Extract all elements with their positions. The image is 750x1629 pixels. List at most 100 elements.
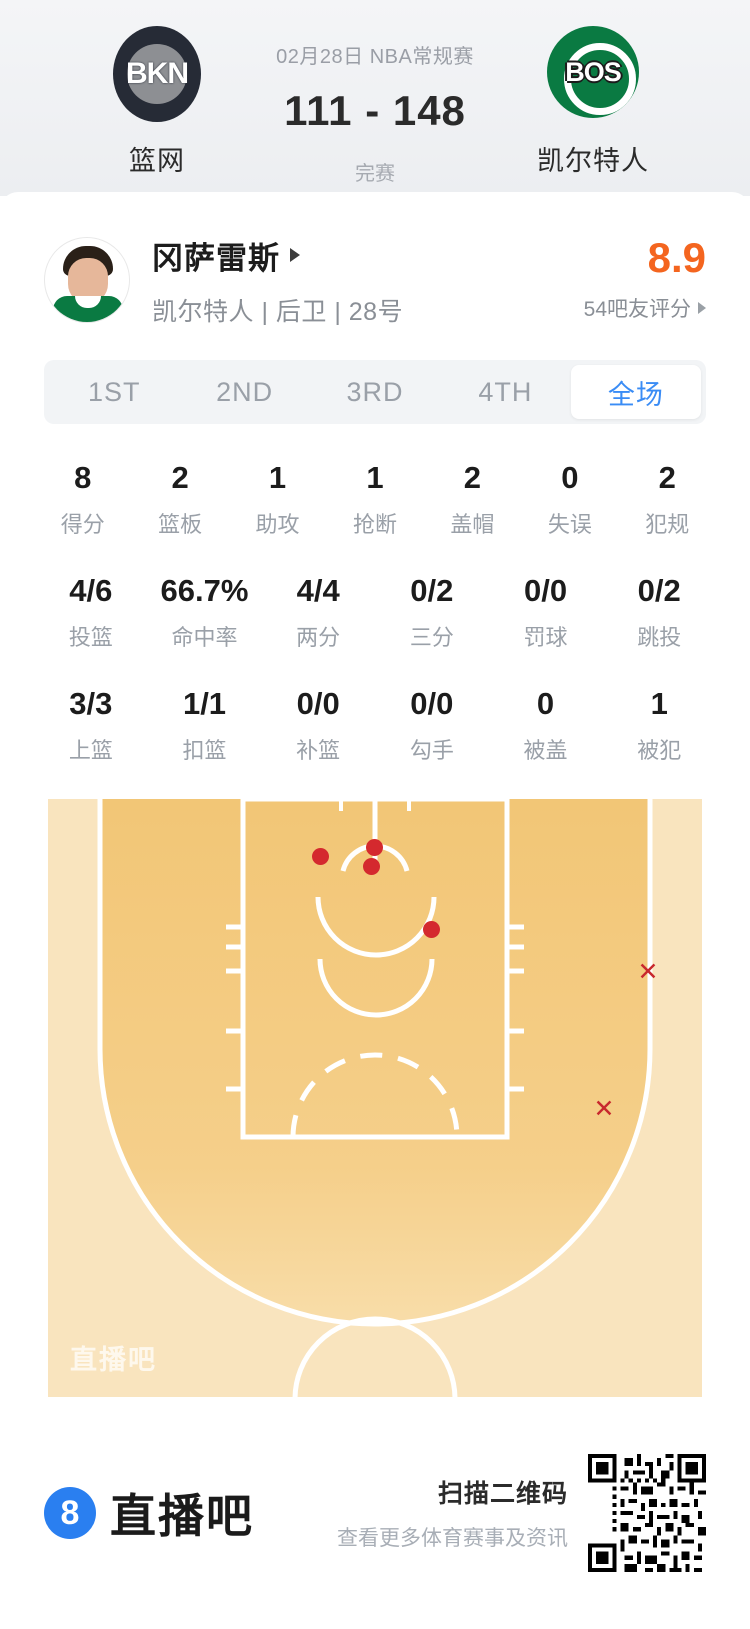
player-text: 冈萨雷斯 凯尔特人 | 后卫 | 28号 — [152, 233, 584, 328]
stat-rebounds: 2 篮板 — [131, 460, 228, 539]
qr-group[interactable]: 扫描二维码 查看更多体育赛事及资讯 — [337, 1454, 706, 1572]
stat-value: 0/0 — [410, 686, 454, 721]
stat-label: 盖帽 — [450, 512, 495, 537]
final-score: 111 - 148 — [284, 87, 466, 134]
avatar-jersey — [53, 296, 123, 322]
stat-layup: 3/3 上篮 — [34, 686, 148, 765]
stat-label: 上篮 — [68, 738, 113, 763]
stat-fgpct: 66.7% 命中率 — [148, 573, 262, 652]
stat-value: 2 — [171, 460, 189, 495]
stat-label: 抢断 — [352, 512, 397, 537]
stat-blocks: 2 盖帽 — [424, 460, 521, 539]
shot-marker-made[interactable] — [312, 848, 329, 865]
stat-assists: 1 助攻 — [229, 460, 326, 539]
stat-label: 篮板 — [158, 512, 203, 537]
tab-3rd[interactable]: 3RD — [346, 376, 404, 407]
home-team-name: 凯尔特人 — [537, 146, 649, 176]
stat-value: 2 — [658, 460, 676, 495]
stat-row-shooting: 4/6 投篮 66.7% 命中率 4/4 两分 0/2 三分 0/0 罚球 — [34, 573, 716, 652]
player-header[interactable]: 冈萨雷斯 凯尔特人 | 后卫 | 28号 8.9 54吧友评分 — [0, 192, 750, 332]
tab-4th[interactable]: 4TH — [478, 376, 533, 407]
home-team[interactable]: BOS 凯尔特人 — [498, 26, 688, 178]
stat-value: 0/0 — [523, 573, 568, 608]
stat-dunk: 1/1 扣篮 — [148, 686, 262, 765]
stat-value: 0/2 — [410, 573, 454, 608]
stat-value: 0 — [561, 460, 579, 495]
chevron-right-small-icon — [698, 302, 706, 314]
rating-label: 54吧友评分 — [583, 298, 691, 321]
stat-label: 投篮 — [68, 625, 113, 650]
rating-box[interactable]: 8.9 54吧友评分 — [584, 237, 706, 323]
stat-fouled: 1 被犯 — [602, 686, 716, 765]
shot-marker-made[interactable] — [363, 858, 380, 875]
brand-mark-icon: 8 — [44, 1487, 96, 1539]
stat-tipin: 0/0 补篮 — [261, 686, 375, 765]
match-status: 完赛 — [355, 163, 395, 185]
stat-label: 三分 — [409, 625, 454, 650]
stat-value: 4/6 — [69, 573, 113, 608]
qr-text: 扫描二维码 查看更多体育赛事及资讯 — [337, 1474, 568, 1552]
tab-1st[interactable]: 1ST — [87, 376, 141, 407]
stat-label: 罚球 — [523, 625, 568, 650]
stat-row-detail: 3/3 上篮 1/1 扣篮 0/0 补篮 0/0 勾手 0 被盖 — [34, 686, 716, 765]
shot-marker-missed[interactable]: ✕ — [593, 1095, 615, 1123]
stat-value: 8 — [74, 460, 92, 495]
stat-label: 犯规 — [645, 512, 690, 537]
stat-value: 0/2 — [637, 573, 681, 608]
stat-fouls: 2 犯规 — [619, 460, 716, 539]
stat-label: 跳投 — [637, 625, 682, 650]
brand-logo[interactable]: 8 直播吧 — [44, 1480, 254, 1546]
celtics-logo: BOS — [547, 26, 639, 118]
stat-value: 1/1 — [182, 686, 227, 721]
stat-twopoint: 4/4 两分 — [261, 573, 375, 652]
stat-label: 两分 — [296, 625, 341, 650]
stat-points: 8 得分 — [34, 460, 131, 539]
stat-threepoint: 0/2 三分 — [375, 573, 489, 652]
away-team-name: 篮网 — [129, 146, 185, 176]
shot-chart[interactable]: ✕ ✕ 直播吧 — [48, 799, 702, 1399]
stat-freethrow: 0/0 罚球 — [489, 573, 603, 652]
avatar — [44, 237, 130, 323]
stat-value: 2 — [463, 460, 482, 495]
stat-value: 0 — [536, 686, 555, 721]
rating-label-row[interactable]: 54吧友评分 — [584, 293, 706, 323]
score-column: 02月28日 NBA常规赛 111 - 148 完赛 — [252, 26, 498, 186]
stat-label: 补篮 — [296, 738, 341, 763]
stat-jumpshot: 0/2 跳投 — [602, 573, 716, 652]
court-watermark: 直播吧 — [70, 1345, 157, 1375]
shot-marker-made[interactable] — [423, 921, 440, 938]
stat-row-basic: 8 得分 2 篮板 1 助攻 1 抢断 2 盖帽 — [34, 460, 716, 539]
shot-marker-missed[interactable]: ✕ — [637, 958, 659, 986]
nets-logo-abbr: BKN — [126, 57, 189, 90]
stat-label: 扣篮 — [182, 738, 227, 763]
tab-full-game[interactable]: 全场 — [570, 365, 702, 419]
qr-code-icon[interactable] — [588, 1454, 706, 1572]
qr-title: 扫描二维码 — [437, 1480, 568, 1508]
qr-subtitle: 查看更多体育赛事及资讯 — [337, 1527, 568, 1550]
stat-value: 3/3 — [69, 686, 113, 721]
stat-steals: 1 抢断 — [326, 460, 423, 539]
tab-2nd[interactable]: 2ND — [216, 376, 274, 407]
nets-logo: BKN — [113, 26, 201, 122]
chevron-right-icon[interactable] — [290, 248, 300, 262]
stat-value: 1 — [366, 460, 384, 495]
away-team[interactable]: BKN 篮网 — [62, 26, 252, 178]
stat-value: 1 — [268, 460, 287, 495]
stat-label: 被犯 — [637, 738, 682, 763]
nets-logo-wrap: BKN — [109, 26, 205, 122]
celtics-logo-abbr: BOS — [565, 56, 622, 87]
stat-label: 勾手 — [409, 738, 454, 763]
player-name: 冈萨雷斯 — [152, 240, 280, 276]
match-meta: 02月28日 NBA常规赛 — [276, 46, 474, 68]
player-name-line[interactable]: 冈萨雷斯 — [152, 233, 584, 278]
stat-label: 得分 — [60, 512, 105, 537]
scoreboard-header: BKN 篮网 02月28日 NBA常规赛 111 - 148 完赛 BOS 凯尔… — [0, 0, 750, 196]
stat-value: 0/0 — [296, 686, 340, 721]
celtics-logo-wrap: BOS — [545, 26, 641, 122]
stat-value: 66.7% — [160, 573, 249, 608]
shot-marker-made[interactable] — [366, 839, 383, 856]
app-footer: 8 直播吧 扫描二维码 查看更多体育赛事及资讯 — [0, 1397, 750, 1629]
court-diagram — [48, 799, 702, 1399]
player-rating: 8.9 — [647, 234, 706, 281]
